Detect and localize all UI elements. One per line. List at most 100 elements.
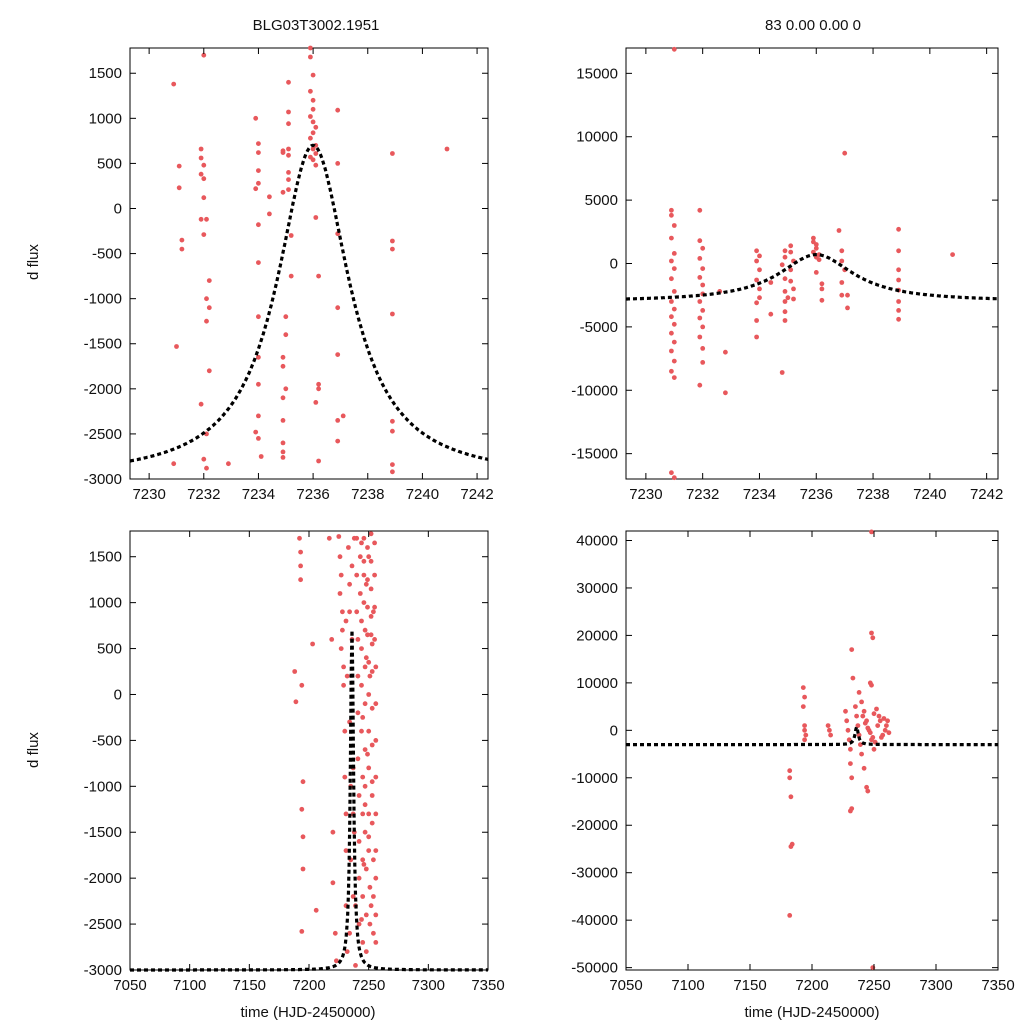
data-point xyxy=(369,641,375,647)
x-tick-label: 7150 xyxy=(733,977,766,994)
data-point xyxy=(365,545,370,550)
data-point xyxy=(329,637,335,642)
data-point xyxy=(198,216,204,222)
data-point xyxy=(896,316,901,322)
data-point xyxy=(344,949,350,954)
data-point xyxy=(882,727,888,733)
chart-title: 83 0.00 0.00 0 xyxy=(765,17,861,34)
data-point xyxy=(179,246,185,252)
data-point xyxy=(800,704,806,709)
x-tick-label: 7242 xyxy=(970,486,1003,503)
data-point xyxy=(330,880,336,886)
data-point xyxy=(813,245,819,251)
data-point xyxy=(369,669,375,674)
data-point xyxy=(174,344,179,349)
data-point xyxy=(300,779,306,785)
data-point xyxy=(359,728,364,734)
data-point xyxy=(313,400,319,405)
model-curve xyxy=(130,630,488,972)
data-point xyxy=(335,305,341,311)
data-point xyxy=(286,177,291,183)
data-point xyxy=(297,535,302,541)
data-point xyxy=(390,462,395,467)
data-point xyxy=(372,637,377,642)
x-tick-label: 7250 xyxy=(857,977,890,994)
data-point xyxy=(201,162,207,168)
data-point xyxy=(671,321,677,327)
data-point xyxy=(280,440,286,446)
data-markers xyxy=(669,46,955,481)
data-point xyxy=(366,728,372,734)
data-point xyxy=(298,563,303,569)
data-point xyxy=(286,79,291,85)
data-point xyxy=(819,297,825,303)
data-point xyxy=(788,278,794,284)
data-point xyxy=(669,299,674,304)
data-point xyxy=(206,305,212,311)
y-tick-label: -30000 xyxy=(571,865,618,882)
data-point xyxy=(754,248,759,254)
data-point xyxy=(283,332,289,338)
plot-frame xyxy=(129,47,489,480)
data-point xyxy=(390,418,395,424)
data-point xyxy=(757,253,762,259)
data-point xyxy=(768,311,774,317)
data-point xyxy=(335,161,341,166)
data-point xyxy=(362,802,368,808)
data-point xyxy=(359,540,364,546)
data-point xyxy=(839,280,845,285)
data-point xyxy=(171,461,177,467)
data-point xyxy=(201,232,207,238)
data-point xyxy=(848,761,853,766)
data-point xyxy=(849,775,855,781)
x-tick-label: 7300 xyxy=(412,977,445,994)
data-point xyxy=(697,382,703,388)
data-point xyxy=(390,469,395,475)
data-point xyxy=(367,921,373,927)
data-point xyxy=(827,727,832,733)
data-point xyxy=(819,286,825,292)
data-point xyxy=(347,930,352,936)
data-point xyxy=(286,146,291,152)
data-point xyxy=(299,682,305,688)
data-point xyxy=(871,746,877,752)
data-point xyxy=(754,277,759,283)
data-point xyxy=(363,866,369,872)
data-point xyxy=(283,386,289,392)
data-point xyxy=(362,783,368,789)
data-point xyxy=(754,318,759,323)
data-point xyxy=(366,765,372,771)
data-point xyxy=(864,784,869,790)
data-point xyxy=(849,647,855,652)
data-point xyxy=(201,52,207,58)
data-point xyxy=(286,152,291,158)
data-point xyxy=(671,375,677,380)
data-point xyxy=(342,728,348,734)
model-curve xyxy=(626,722,998,747)
data-point xyxy=(347,609,352,615)
data-point xyxy=(310,119,316,125)
data-point xyxy=(369,705,375,711)
y-tick-label: -3000 xyxy=(84,962,122,979)
data-point xyxy=(366,659,372,665)
data-point xyxy=(310,641,315,647)
plot-frame xyxy=(625,530,999,971)
data-point xyxy=(671,223,677,228)
chart-title: BLG03T3002.1951 xyxy=(253,17,380,34)
data-point xyxy=(335,107,341,113)
data-point xyxy=(356,839,362,844)
data-point xyxy=(355,756,361,762)
data-point xyxy=(788,794,794,800)
data-point xyxy=(782,254,788,260)
y-tick-label: -40000 xyxy=(571,912,618,929)
data-point xyxy=(782,289,788,294)
x-tick-label: 7240 xyxy=(913,486,946,503)
data-point xyxy=(372,604,377,610)
data-point xyxy=(802,727,807,733)
x-tick-label: 7234 xyxy=(743,486,776,503)
data-point xyxy=(700,360,706,365)
data-point xyxy=(671,306,677,312)
data-point xyxy=(355,673,361,679)
data-point xyxy=(308,45,313,51)
data-point xyxy=(865,725,871,731)
